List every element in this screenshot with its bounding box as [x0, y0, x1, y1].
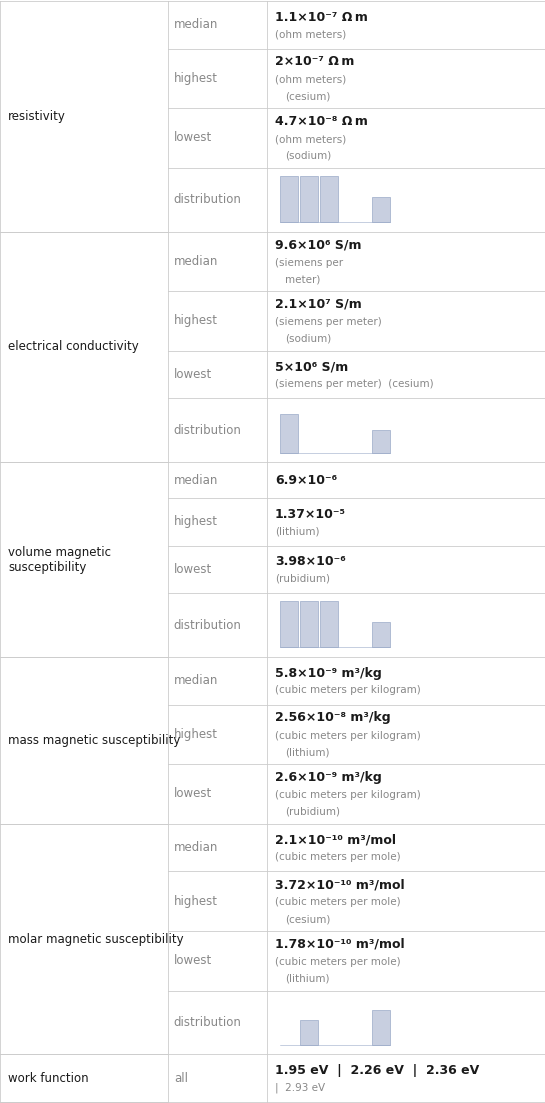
Text: (cubic meters per mole): (cubic meters per mole) — [275, 898, 401, 908]
Text: 2.1×10⁷ S/m: 2.1×10⁷ S/m — [275, 298, 362, 311]
Text: median: median — [174, 255, 218, 268]
Text: highest: highest — [174, 515, 218, 528]
Bar — [300, 601, 318, 647]
Bar — [280, 414, 298, 452]
Text: (lithium): (lithium) — [285, 974, 330, 984]
Text: (lithium): (lithium) — [275, 526, 319, 536]
Text: lowest: lowest — [174, 954, 212, 967]
Text: median: median — [174, 473, 218, 486]
Bar — [280, 176, 298, 222]
Text: highest: highest — [174, 728, 218, 741]
Text: 2×10⁻⁷ Ω m: 2×10⁻⁷ Ω m — [275, 55, 354, 68]
Text: lowest: lowest — [174, 788, 212, 801]
Text: (rubidium): (rubidium) — [285, 807, 340, 817]
Text: median: median — [174, 674, 218, 687]
Text: work function: work function — [8, 1072, 89, 1084]
Text: distribution: distribution — [174, 424, 242, 437]
Bar — [372, 196, 390, 222]
Text: (ohm meters): (ohm meters) — [275, 135, 346, 144]
Text: 1.95 eV  |  2.26 eV  |  2.36 eV: 1.95 eV | 2.26 eV | 2.36 eV — [275, 1064, 479, 1077]
Text: 9.6×10⁶ S/m: 9.6×10⁶ S/m — [275, 238, 361, 251]
Text: electrical conductivity: electrical conductivity — [8, 341, 139, 353]
Text: lowest: lowest — [174, 131, 212, 144]
Text: (sodium): (sodium) — [285, 151, 331, 161]
Text: 2.6×10⁻⁹ m³/kg: 2.6×10⁻⁹ m³/kg — [275, 771, 382, 784]
Text: 3.72×10⁻¹⁰ m³/mol: 3.72×10⁻¹⁰ m³/mol — [275, 878, 405, 891]
Text: 6.9×10⁻⁶: 6.9×10⁻⁶ — [275, 473, 337, 486]
Text: 1.1×10⁻⁷ Ω m: 1.1×10⁻⁷ Ω m — [275, 11, 368, 23]
Text: distribution: distribution — [174, 1016, 242, 1029]
Text: distribution: distribution — [174, 619, 242, 632]
Text: (rubidium): (rubidium) — [275, 574, 330, 583]
Text: highest: highest — [174, 314, 218, 328]
Text: (cesium): (cesium) — [285, 92, 330, 101]
Bar — [320, 176, 338, 222]
Text: lowest: lowest — [174, 563, 212, 576]
Text: median: median — [174, 842, 218, 854]
Text: (sodium): (sodium) — [285, 334, 331, 344]
Bar — [372, 429, 390, 452]
Text: (cubic meters per kilogram): (cubic meters per kilogram) — [275, 685, 421, 695]
Bar — [300, 1019, 318, 1045]
Bar — [320, 601, 338, 647]
Text: (siemens per meter): (siemens per meter) — [275, 317, 382, 328]
Text: distribution: distribution — [174, 193, 242, 206]
Text: 1.78×10⁻¹⁰ m³/mol: 1.78×10⁻¹⁰ m³/mol — [275, 938, 405, 951]
Text: (cubic meters per kilogram): (cubic meters per kilogram) — [275, 790, 421, 800]
Text: (cesium): (cesium) — [285, 914, 330, 924]
Text: (lithium): (lithium) — [285, 748, 330, 758]
Text: 3.98×10⁻⁶: 3.98×10⁻⁶ — [275, 555, 346, 568]
Text: (cubic meters per mole): (cubic meters per mole) — [275, 853, 401, 863]
Text: meter): meter) — [285, 275, 320, 285]
Text: (ohm meters): (ohm meters) — [275, 75, 346, 85]
Text: 2.1×10⁻¹⁰ m³/mol: 2.1×10⁻¹⁰ m³/mol — [275, 834, 396, 846]
Text: (siemens per: (siemens per — [275, 258, 343, 268]
Text: resistivity: resistivity — [8, 110, 66, 122]
Bar — [280, 601, 298, 647]
Text: (cubic meters per mole): (cubic meters per mole) — [275, 957, 401, 967]
Text: lowest: lowest — [174, 368, 212, 381]
Text: all: all — [174, 1072, 188, 1084]
Text: (cubic meters per kilogram): (cubic meters per kilogram) — [275, 730, 421, 740]
Text: 5×10⁶ S/m: 5×10⁶ S/m — [275, 361, 348, 374]
Text: molar magnetic susceptibility: molar magnetic susceptibility — [8, 932, 184, 945]
Bar — [372, 622, 390, 647]
Text: (siemens per meter)  (cesium): (siemens per meter) (cesium) — [275, 379, 434, 389]
Text: 2.56×10⁻⁸ m³/kg: 2.56×10⁻⁸ m³/kg — [275, 711, 391, 725]
Text: median: median — [174, 19, 218, 31]
Text: highest: highest — [174, 72, 218, 85]
Text: 4.7×10⁻⁸ Ω m: 4.7×10⁻⁸ Ω m — [275, 115, 368, 128]
Text: 5.8×10⁻⁹ m³/kg: 5.8×10⁻⁹ m³/kg — [275, 666, 382, 679]
Bar — [372, 1010, 390, 1045]
Bar — [300, 176, 318, 222]
Text: volume magnetic
susceptibility: volume magnetic susceptibility — [8, 546, 111, 574]
Text: |  2.93 eV: | 2.93 eV — [275, 1082, 325, 1093]
Text: mass magnetic susceptibility: mass magnetic susceptibility — [8, 733, 180, 747]
Text: 1.37×10⁻⁵: 1.37×10⁻⁵ — [275, 507, 346, 521]
Text: highest: highest — [174, 895, 218, 908]
Text: (ohm meters): (ohm meters) — [275, 30, 346, 40]
